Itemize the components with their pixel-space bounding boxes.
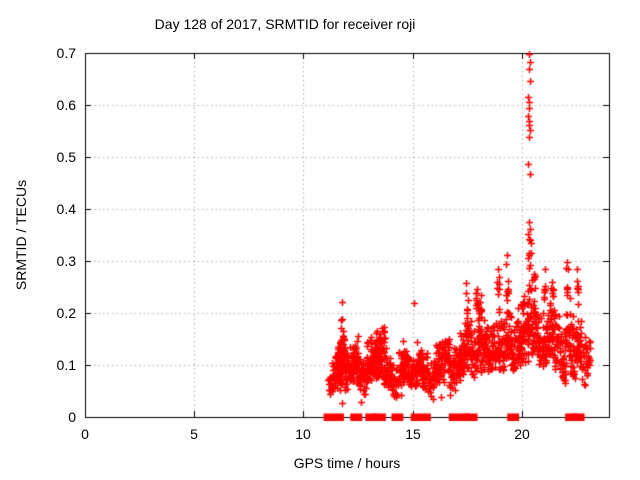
x-tick-label: 15 (405, 426, 421, 442)
x-tick-label: 5 (190, 426, 198, 442)
x-axis-label: GPS time / hours (293, 455, 401, 471)
y-tick-label: 0.4 (56, 201, 76, 217)
y-tick-label: 0.6 (56, 97, 76, 113)
x-tick-label: 10 (295, 426, 311, 442)
y-tick-label: 0.7 (56, 45, 76, 61)
y-tick-label: 0.5 (56, 149, 76, 165)
y-axis-label: SRMTID / TECUs (13, 179, 29, 291)
x-tick-label: 20 (514, 426, 530, 442)
chart-title: Day 128 of 2017, SRMTID for receiver roj… (154, 16, 416, 32)
x-tick-label: 0 (81, 426, 89, 442)
y-tick-label: 0.1 (56, 357, 76, 373)
y-tick-label: 0.3 (56, 253, 76, 269)
y-tick-label: 0.2 (56, 305, 76, 321)
y-tick-label: 0 (68, 409, 76, 425)
